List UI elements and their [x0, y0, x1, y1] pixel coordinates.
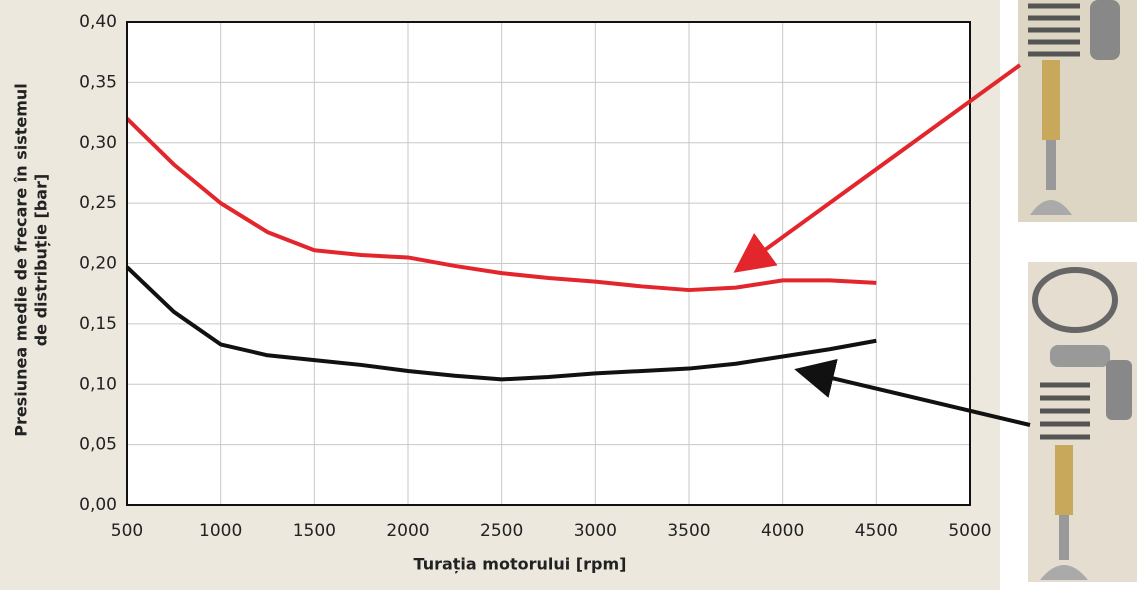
y-axis-title-line: Presiunea medie de frecare în sistemul — [12, 83, 31, 437]
x-tick-label: 1500 — [293, 521, 336, 541]
y-tick-label: 0,10 — [79, 374, 117, 394]
x-tick-label: 3000 — [574, 521, 617, 541]
x-tick-label: 5000 — [948, 521, 991, 541]
y-tick-label: 0,40 — [79, 12, 117, 32]
y-tick-label: 0,20 — [79, 254, 117, 274]
y-tick-label: 0,00 — [79, 495, 117, 515]
valve-illustration-top — [1018, 0, 1137, 222]
series-line — [125, 265, 877, 382]
arrow — [794, 358, 1031, 427]
y-tick-label: 0,25 — [79, 193, 117, 213]
x-tick-label: 1000 — [199, 521, 242, 541]
y-tick-label: 0,35 — [79, 72, 117, 92]
x-tick-label: 3500 — [667, 521, 710, 541]
x-axis-title: Turația motorului [rpm] — [414, 555, 627, 574]
plot-frame — [126, 21, 971, 506]
x-tick-label: 500 — [111, 521, 143, 541]
x-tick-label: 4000 — [761, 521, 804, 541]
y-axis-title: Presiunea medie de frecare în sistemul d… — [12, 83, 51, 437]
y-tick-label: 0,15 — [79, 314, 117, 334]
x-tick-label: 4500 — [855, 521, 898, 541]
valve-illustration-bottom — [1028, 262, 1137, 582]
y-tick-label: 0,30 — [79, 133, 117, 153]
y-axis-title-line: de distribuție [bar] — [32, 174, 51, 347]
lines — [125, 117, 877, 382]
arrow — [733, 63, 1022, 273]
series-line — [125, 117, 877, 293]
x-tick-label: 2000 — [386, 521, 429, 541]
y-tick-label: 0,05 — [79, 435, 117, 455]
x-tick-label: 2500 — [480, 521, 523, 541]
